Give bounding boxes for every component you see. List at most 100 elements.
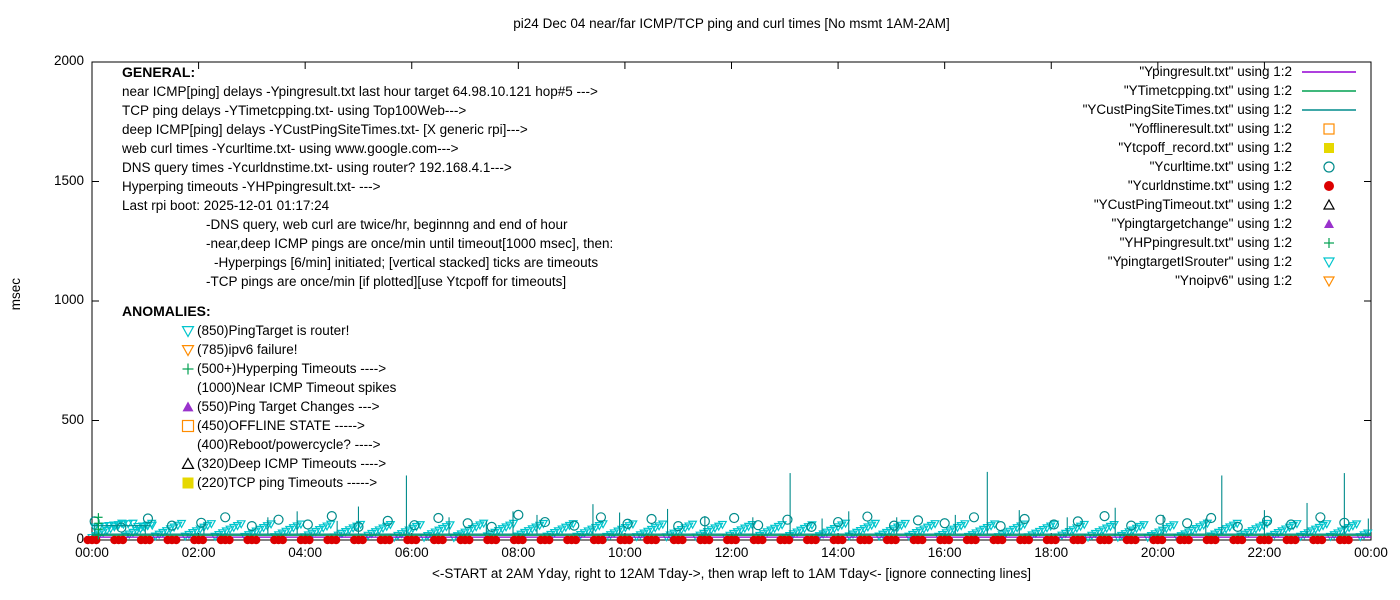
legend-label: "YCustPingTimeout.txt" using 1:2 [1093, 197, 1292, 212]
anomaly-text: (785)ipv6 failure! [197, 342, 298, 357]
y-tick-label: 1000 [53, 292, 84, 307]
legend-sample-plus [1324, 237, 1334, 248]
legend-sample-square-open [1323, 122, 1335, 135]
anomalies-heading: ANOMALIES: [122, 303, 211, 319]
square-filled-icon [182, 477, 194, 488]
x-tick-label: 22:00 [1247, 545, 1282, 560]
x-tick-label: 12:00 [714, 545, 749, 560]
general-line: web curl times -Ycurltime.txt- using www… [122, 141, 459, 156]
x-tick-label: 18:00 [1034, 545, 1069, 560]
general-line: near ICMP[ping] delays -Ypingresult.txt … [122, 84, 598, 99]
anomaly-text: (220)TCP ping Timeouts -----> [197, 475, 378, 490]
x-tick-label: 10:00 [608, 545, 642, 560]
legend-row: "YTimetcpping.txt" using 1:2 [1083, 81, 1358, 100]
anomaly-item: (320)Deep ICMP Timeouts ----> [180, 454, 396, 473]
general-line: deep ICMP[ping] delays -YCustPingSiteTim… [122, 122, 528, 137]
legend-row: "YpingtargetISrouter" using 1:2 [1083, 252, 1358, 271]
x-tick-label: 04:00 [288, 545, 323, 560]
triangle-up-filled-icon [182, 401, 194, 411]
legend-label: "YHPpingresult.txt" using 1:2 [1119, 235, 1292, 250]
legend-row: "Ypingresult.txt" using 1:2 [1083, 62, 1358, 81]
legend-row: "Ynoipv6" using 1:2 [1083, 271, 1358, 290]
legend-sample-line [1302, 108, 1356, 111]
legend-sample-circle-open [1323, 160, 1335, 173]
x-tick-label: 20:00 [1140, 545, 1175, 560]
chart-title: pi24 Dec 04 near/far ICMP/TCP ping and c… [513, 16, 950, 31]
legend-label: "Ycurldnstime.txt" using 1:2 [1127, 178, 1292, 193]
legend-sample-line [1302, 70, 1356, 73]
anomaly-item: (450)OFFLINE STATE -----> [180, 416, 396, 435]
x-tick-label: 00:00 [1354, 545, 1388, 560]
anomaly-item: (400)Reboot/powercycle? ----> [180, 435, 396, 454]
general-line: DNS query times -Ycurldnstime.txt- using… [122, 160, 512, 175]
triangle-up-open-icon [181, 456, 195, 469]
x-tick-label: 00:00 [75, 545, 109, 560]
y-tick-label: 1500 [53, 172, 84, 188]
legend-sample-triangle-up-filled [1324, 218, 1334, 228]
triangle-down-open-icon [181, 325, 195, 338]
y-axis-label: msec [8, 278, 23, 311]
anomaly-text: (500+)Hyperping Timeouts ----> [197, 361, 387, 376]
legend-label: "Ypingresult.txt" using 1:2 [1139, 64, 1292, 79]
anomaly-item: (220)TCP ping Timeouts -----> [180, 473, 396, 492]
x-axis-label: <-START at 2AM Yday, right to 12AM Tday-… [432, 566, 1031, 581]
y-tick-label: 0 [76, 531, 84, 546]
legend-row: "Yofflineresult.txt" using 1:2 [1083, 119, 1358, 138]
y-tick-label: 2000 [53, 53, 84, 68]
legend-sample-square-filled [1324, 142, 1334, 153]
general-line: -TCP pings are once/min [if plotted][use… [206, 274, 567, 289]
anomaly-item: (550)Ping Target Changes ---> [180, 397, 396, 416]
legend-label: "YCustPingSiteTimes.txt" using 1:2 [1082, 102, 1292, 117]
legend-sample-triangle-down-open [1322, 256, 1336, 268]
general-line: -Hyperpings [6/min] initiated; [vertical… [214, 255, 599, 270]
legend-row: "Ypingtargetchange" using 1:2 [1083, 214, 1358, 233]
legend-label: "YTimetcpping.txt" using 1:2 [1123, 83, 1292, 98]
legend-label: "Ycurltime.txt" using 1:2 [1149, 159, 1292, 174]
anomaly-item: (850)PingTarget is router! [180, 321, 396, 340]
anomaly-item: (500+)Hyperping Timeouts ----> [180, 359, 396, 378]
anomaly-item: (1000)Near ICMP Timeout spikes [180, 378, 396, 397]
legend-row: "Ycurltime.txt" using 1:2 [1083, 157, 1358, 176]
triangle-down-open-icon [181, 344, 195, 357]
anomaly-item: (785)ipv6 failure! [180, 340, 396, 359]
legend-sample-circle-filled [1324, 180, 1334, 191]
anomaly-text: (550)Ping Target Changes ---> [197, 399, 380, 414]
square-open-icon [181, 419, 195, 432]
legend-label: "Ynoipv6" using 1:2 [1175, 273, 1292, 288]
legend-sample-triangle-up-open [1322, 198, 1336, 210]
legend-row: "Ycurldnstime.txt" using 1:2 [1083, 176, 1358, 195]
legend-row: "Ytcpoff_record.txt" using 1:2 [1083, 138, 1358, 157]
legend-label: "Ypingtargetchange" using 1:2 [1111, 216, 1292, 231]
general-line: -near,deep ICMP pings are once/min until… [206, 236, 614, 251]
legend-row: "YCustPingTimeout.txt" using 1:2 [1083, 195, 1358, 214]
plus-icon [182, 363, 194, 374]
legend-label: "YpingtargetISrouter" using 1:2 [1107, 254, 1292, 269]
general-line: TCP ping delays -YTimetcpping.txt- using… [122, 103, 467, 118]
anomaly-text: (400)Reboot/powercycle? ----> [197, 437, 381, 452]
x-tick-label: 02:00 [181, 545, 216, 560]
general-line: -DNS query, web curl are twice/hr, begin… [206, 217, 568, 232]
legend-row: "YCustPingSiteTimes.txt" using 1:2 [1083, 100, 1358, 119]
anomaly-text: (450)OFFLINE STATE -----> [197, 418, 365, 433]
general-heading: GENERAL: [122, 64, 196, 80]
general-line: Hyperping timeouts -YHPpingresult.txt- -… [122, 179, 381, 194]
general-annotations: GENERAL: near ICMP[ping] delays -Ypingre… [122, 63, 613, 291]
anomaly-text: (320)Deep ICMP Timeouts ----> [197, 456, 387, 471]
x-tick-label: 14:00 [821, 545, 855, 560]
no-marker [180, 437, 197, 453]
legend-row: "YHPpingresult.txt" using 1:2 [1083, 233, 1358, 252]
legend-label: "Yofflineresult.txt" using 1:2 [1129, 121, 1292, 136]
x-tick-label: 06:00 [394, 545, 429, 560]
x-tick-label: 08:00 [501, 545, 536, 560]
legend-sample-line [1302, 89, 1356, 92]
legend-sample-triangle-down-open [1322, 275, 1336, 287]
y-tick-label: 500 [61, 411, 84, 427]
no-marker [180, 380, 197, 396]
general-line: Last rpi boot: 2025-12-01 01:17:24 [122, 198, 330, 213]
x-tick-label: 16:00 [927, 545, 962, 560]
anomaly-text: (850)PingTarget is router! [197, 323, 350, 338]
anomalies-annotations: ANOMALIES: (850)PingTarget is router! (78… [122, 302, 396, 492]
legend: "Ypingresult.txt" using 1:2 "YTimetcpping… [1083, 62, 1358, 290]
